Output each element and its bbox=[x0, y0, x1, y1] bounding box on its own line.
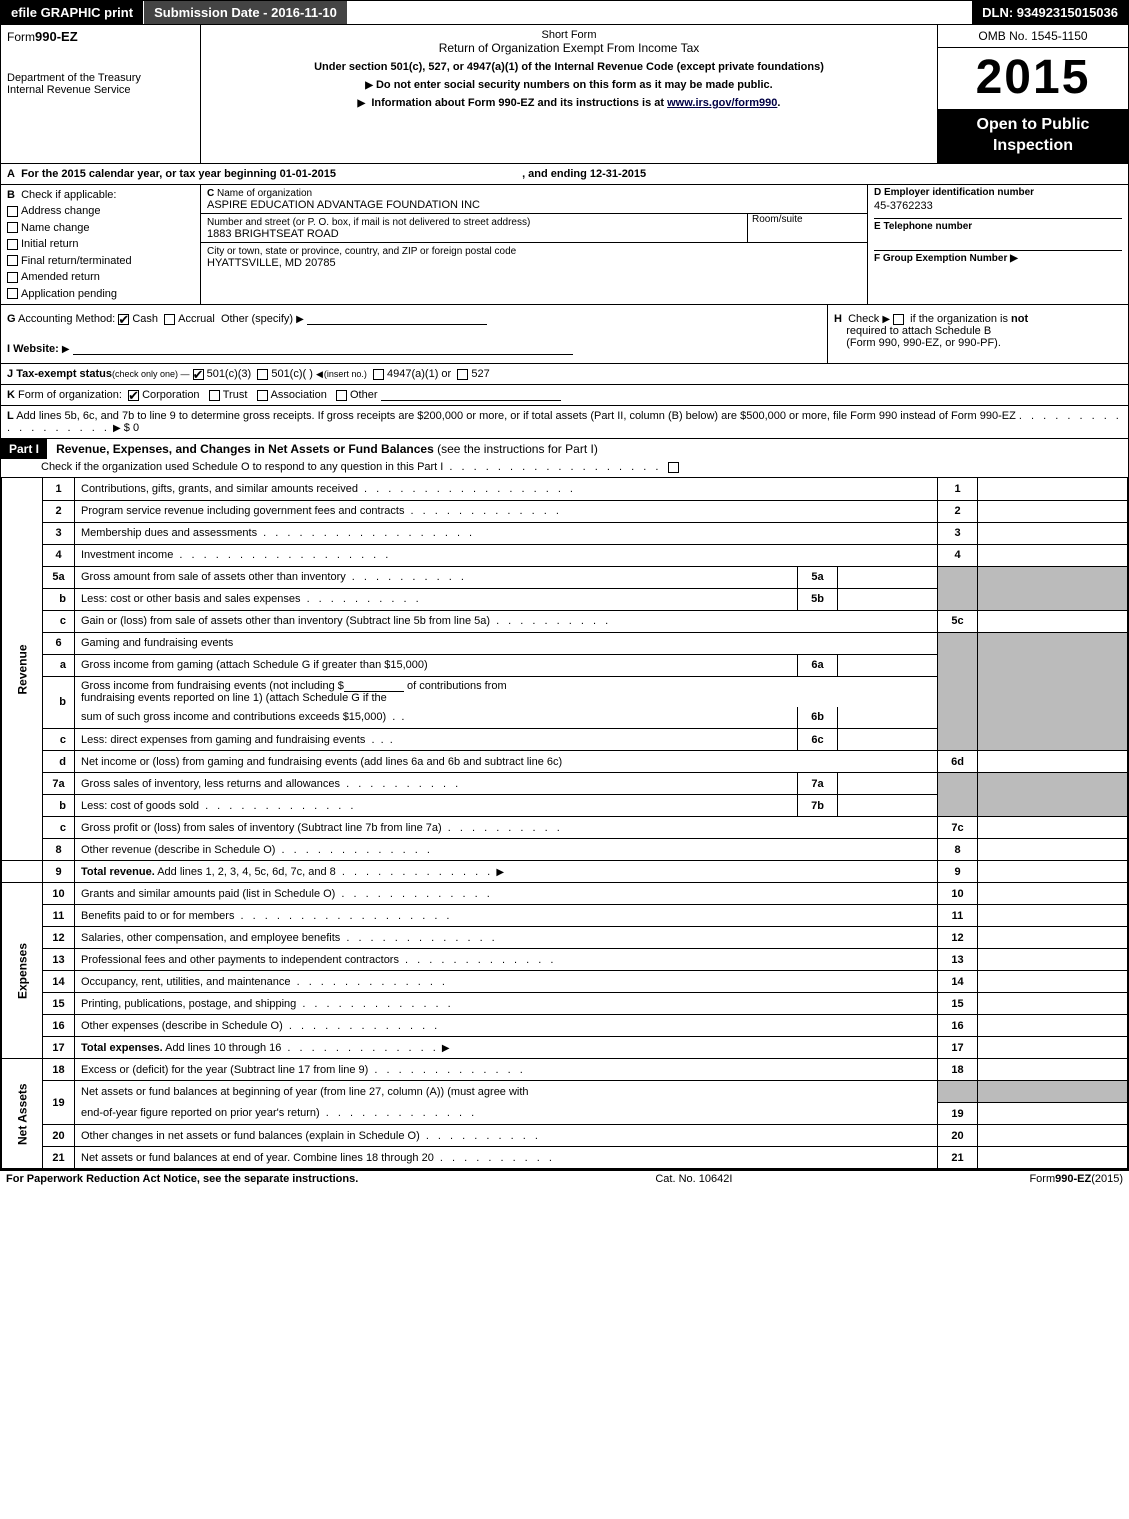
line-6a-val[interactable] bbox=[838, 654, 938, 676]
org-city: HYATTSVILLE, MD 20785 bbox=[207, 257, 336, 269]
return-title: Return of Organization Exempt From Incom… bbox=[207, 41, 931, 55]
paperwork-notice: For Paperwork Reduction Act Notice, see … bbox=[6, 1173, 358, 1185]
ssn-warning: Do not enter social security numbers on … bbox=[207, 79, 931, 91]
form-footer: Form990-EZ(2015) bbox=[1029, 1173, 1123, 1185]
line-7b-val[interactable] bbox=[838, 795, 938, 817]
category-expenses: Expenses bbox=[2, 883, 43, 1059]
instructions-link-line: Information about Form 990-EZ and its in… bbox=[207, 97, 931, 109]
line-10-val[interactable] bbox=[978, 883, 1128, 905]
form-word: Form bbox=[7, 30, 35, 44]
line-12-val[interactable] bbox=[978, 927, 1128, 949]
checkbox-amended-return[interactable] bbox=[7, 272, 18, 283]
checkbox-accrual[interactable] bbox=[164, 314, 175, 325]
line-1-num: 1 bbox=[43, 478, 75, 500]
section-B: B Check if applicable: Address change Na… bbox=[1, 185, 201, 305]
omb-number: OMB No. 1545-1150 bbox=[938, 25, 1128, 48]
dept-line-1: Department of the Treasury bbox=[7, 72, 194, 84]
checkbox-501c-other[interactable] bbox=[257, 369, 268, 380]
checkbox-501c3[interactable] bbox=[193, 369, 204, 380]
line-1-val[interactable] bbox=[978, 478, 1128, 500]
dln-label: DLN: 93492315015036 bbox=[972, 1, 1128, 24]
line-2-val[interactable] bbox=[978, 500, 1128, 522]
right-header-cell: OMB No. 1545-1150 2015 Open to PublicIns… bbox=[938, 25, 1128, 163]
line-5c-val[interactable] bbox=[978, 610, 1128, 632]
room-suite-label: Room/suite bbox=[747, 214, 867, 242]
line-14-val[interactable] bbox=[978, 971, 1128, 993]
checkbox-corporation[interactable] bbox=[128, 390, 139, 401]
line-6b-val[interactable] bbox=[838, 707, 938, 729]
other-org-input[interactable] bbox=[381, 389, 561, 401]
line-4-val[interactable] bbox=[978, 544, 1128, 566]
catalog-number: Cat. No. 10642I bbox=[655, 1173, 732, 1185]
section-H: H Check if the organization is not requi… bbox=[828, 305, 1128, 363]
checkbox-schedule-b-not-required[interactable] bbox=[893, 314, 904, 325]
checkbox-other-org[interactable] bbox=[336, 390, 347, 401]
line-3-val[interactable] bbox=[978, 522, 1128, 544]
checkbox-527[interactable] bbox=[457, 369, 468, 380]
line-19-val[interactable] bbox=[978, 1103, 1128, 1125]
part-1-title: Revenue, Expenses, and Changes in Net As… bbox=[50, 442, 598, 456]
line-7c-val[interactable] bbox=[978, 817, 1128, 839]
checkbox-initial-return[interactable] bbox=[7, 239, 18, 250]
checkbox-application-pending[interactable] bbox=[7, 288, 18, 299]
line-6d-val[interactable] bbox=[978, 751, 1128, 773]
category-revenue: Revenue bbox=[2, 478, 43, 861]
checkbox-address-change[interactable] bbox=[7, 206, 18, 217]
line-A: A For the 2015 calendar year, or tax yea… bbox=[1, 164, 1128, 185]
section-GI: G Accounting Method: Cash Accrual Other … bbox=[1, 305, 828, 363]
part-1-label: Part I bbox=[1, 439, 47, 459]
dept-line-2: Internal Revenue Service bbox=[7, 84, 194, 96]
line-6b-contrib-input[interactable] bbox=[344, 680, 404, 692]
form-number: 990-EZ bbox=[35, 29, 78, 44]
other-specify-input[interactable] bbox=[307, 313, 487, 325]
open-to-public-inspection: Open to PublicInspection bbox=[938, 109, 1128, 163]
line-11-val[interactable] bbox=[978, 905, 1128, 927]
line-7a-val[interactable] bbox=[838, 773, 938, 795]
line-9-val[interactable] bbox=[978, 861, 1128, 883]
org-street: 1883 BRIGHTSEAT ROAD bbox=[207, 228, 339, 240]
line-15-val[interactable] bbox=[978, 993, 1128, 1015]
section-C: C Name of organization ASPIRE EDUCATION … bbox=[201, 185, 868, 305]
line-13-val[interactable] bbox=[978, 949, 1128, 971]
category-net-assets: Net Assets bbox=[2, 1059, 43, 1169]
instructions-link[interactable]: www.irs.gov/form990 bbox=[667, 97, 777, 109]
line-16-val[interactable] bbox=[978, 1015, 1128, 1037]
checkbox-association[interactable] bbox=[257, 390, 268, 401]
footer-row: For Paperwork Reduction Act Notice, see … bbox=[0, 1170, 1129, 1187]
line-5b-val[interactable] bbox=[838, 588, 938, 610]
submission-date-label: Submission Date - 2016-11-10 bbox=[143, 1, 347, 24]
checkbox-schedule-o-any-question[interactable] bbox=[668, 462, 679, 473]
form-number-cell: Form990-EZ Department of the Treasury In… bbox=[1, 25, 201, 163]
telephone-label: E Telephone number bbox=[874, 218, 1122, 232]
part-1-check-line: Check if the organization used Schedule … bbox=[1, 459, 1128, 477]
line-5a-val[interactable] bbox=[838, 566, 938, 588]
org-name: ASPIRE EDUCATION ADVANTAGE FOUNDATION IN… bbox=[207, 199, 480, 211]
efile-print-label: efile GRAPHIC print bbox=[1, 1, 143, 24]
under-section-text: Under section 501(c), 527, or 4947(a)(1)… bbox=[207, 61, 931, 73]
checkbox-4947a1[interactable] bbox=[373, 369, 384, 380]
ein-value: 45-3762233 bbox=[874, 198, 1122, 218]
line-J: J Tax-exempt status(check only one) — 50… bbox=[1, 364, 1128, 385]
checkbox-name-change[interactable] bbox=[7, 222, 18, 233]
group-exemption-label: F Group Exemption Number bbox=[874, 250, 1122, 264]
line-6c-val[interactable] bbox=[838, 729, 938, 751]
line-20-val[interactable] bbox=[978, 1125, 1128, 1147]
line-18-val[interactable] bbox=[978, 1059, 1128, 1081]
form-title-cell: Short Form Return of Organization Exempt… bbox=[201, 25, 938, 163]
checkbox-cash[interactable] bbox=[118, 314, 129, 325]
checkbox-final-return[interactable] bbox=[7, 255, 18, 266]
tax-year: 2015 bbox=[938, 48, 1128, 109]
ein-label: D Employer identification number bbox=[874, 187, 1122, 198]
line-L: L Add lines 5b, 6c, and 7b to line 9 to … bbox=[1, 406, 1128, 439]
line-17-val[interactable] bbox=[978, 1037, 1128, 1059]
checkbox-trust[interactable] bbox=[209, 390, 220, 401]
part-1-table: Revenue 1 Contributions, gifts, grants, … bbox=[1, 478, 1128, 1169]
section-DEF: D Employer identification number 45-3762… bbox=[868, 185, 1128, 305]
line-21-val[interactable] bbox=[978, 1147, 1128, 1169]
line-8-val[interactable] bbox=[978, 839, 1128, 861]
line-K: K Form of organization: Corporation Trus… bbox=[1, 385, 1128, 406]
website-input[interactable] bbox=[73, 343, 573, 355]
short-form-label: Short Form bbox=[207, 29, 931, 41]
